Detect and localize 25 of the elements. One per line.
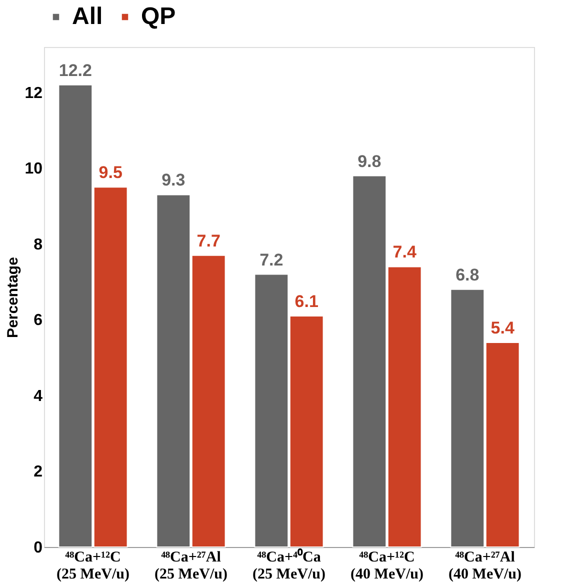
y-tick-label: 2 <box>34 464 43 481</box>
y-tick-label: 6 <box>34 312 43 330</box>
x-tick-label: ⁴⁸Ca+¹²C (25 MeV/u) <box>56 550 130 582</box>
x-tick-label: ⁴⁸Ca+²⁷Al (25 MeV/u) <box>154 550 228 582</box>
data-label: 7.4 <box>392 242 417 262</box>
data-label: 7.2 <box>260 250 284 270</box>
y-tick-label: 8 <box>34 236 43 254</box>
y-tick-label: 4 <box>34 388 43 405</box>
x-tick-label: ⁴⁸Ca+²⁷Al (40 MeV/u) <box>448 550 522 582</box>
data-label: 5.4 <box>490 318 515 338</box>
legend-label: All <box>72 3 103 30</box>
x-tick-label: ⁴⁸Ca+¹²C (40 MeV/u) <box>350 550 424 582</box>
data-label: 7.7 <box>196 231 220 250</box>
data-label: 9.5 <box>98 163 122 182</box>
y-tick-label: 0 <box>34 540 43 556</box>
legend-label: QP <box>141 3 176 30</box>
data-label: 9.3 <box>162 170 186 190</box>
data-label: 9.8 <box>358 152 382 171</box>
y-tick-label: 12 <box>24 84 43 102</box>
y-axis-title: Percentage <box>4 257 22 338</box>
x-tick-label: ⁴⁸Ca+⁴⁰Ca (25 MeV/u) <box>252 548 326 582</box>
y-tick-label: 10 <box>24 160 43 178</box>
data-label: 12.2 <box>58 60 92 80</box>
data-label: 6.1 <box>294 292 318 311</box>
data-label: 6.8 <box>456 265 480 284</box>
